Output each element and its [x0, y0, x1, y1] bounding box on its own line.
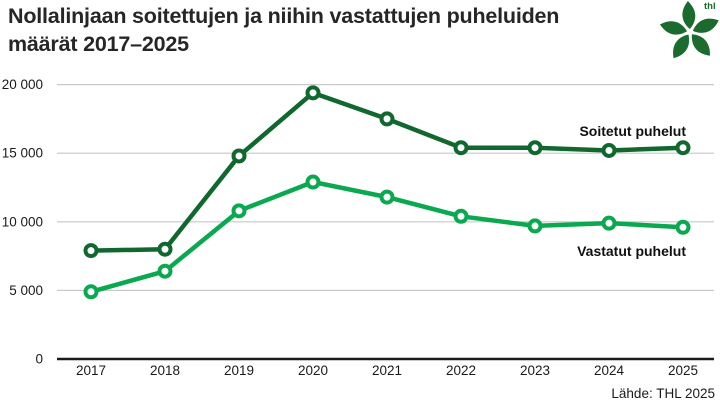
x-tick-label: 2020: [298, 363, 328, 378]
x-tick-label: 2025: [668, 363, 698, 378]
chart-title: Nollalinjaan soitettujen ja niihin vasta…: [8, 4, 560, 56]
thl-logo-petal: [659, 21, 688, 35]
y-tick-label: 10 000: [2, 214, 43, 229]
data-point-marker: [231, 148, 247, 164]
thl-logo-text: thl: [704, 1, 716, 12]
data-point-marker: [601, 215, 617, 231]
y-tick-label: 20 000: [2, 77, 43, 92]
series-label: Vastatut puhelut: [577, 243, 686, 259]
x-tick-label: 2022: [446, 363, 476, 378]
data-point-marker: [453, 140, 469, 156]
thl-logo-petal: [673, 34, 690, 59]
data-point-marker: [231, 203, 247, 219]
x-tick-label: 2021: [372, 363, 402, 378]
y-tick-label: 0: [35, 352, 43, 367]
y-tick-label: 15 000: [2, 146, 43, 161]
data-point-marker: [453, 208, 469, 224]
thl-logo-petal: [691, 34, 710, 56]
data-point-marker: [601, 142, 617, 158]
x-tick-label: 2018: [150, 363, 180, 378]
data-point-marker: [83, 284, 99, 300]
x-tick-label: 2019: [224, 363, 254, 378]
x-tick-label: 2023: [520, 363, 550, 378]
thl-logo: thl: [659, 1, 719, 59]
data-point-marker: [83, 243, 99, 259]
data-point-marker: [675, 140, 691, 156]
data-point-marker: [305, 85, 321, 101]
data-point-marker: [379, 189, 395, 205]
data-point-marker: [675, 219, 691, 235]
data-point-marker: [157, 241, 173, 257]
thl-logo-petal: [682, 1, 696, 30]
y-tick-label: 5 000: [9, 283, 43, 298]
thl-logo-petal: [692, 18, 719, 33]
data-point-marker: [527, 140, 543, 156]
x-tick-label: 2024: [594, 363, 625, 378]
data-point-marker: [305, 174, 321, 190]
source-note: Lähde: THL 2025: [611, 386, 715, 401]
x-tick-label: 2017: [76, 363, 106, 378]
data-point-marker: [379, 111, 395, 127]
thl-logo-flower-icon: [659, 1, 719, 59]
data-point-marker: [527, 218, 543, 234]
series-label: Soitetut puhelut: [579, 123, 686, 139]
data-point-marker: [157, 263, 173, 279]
